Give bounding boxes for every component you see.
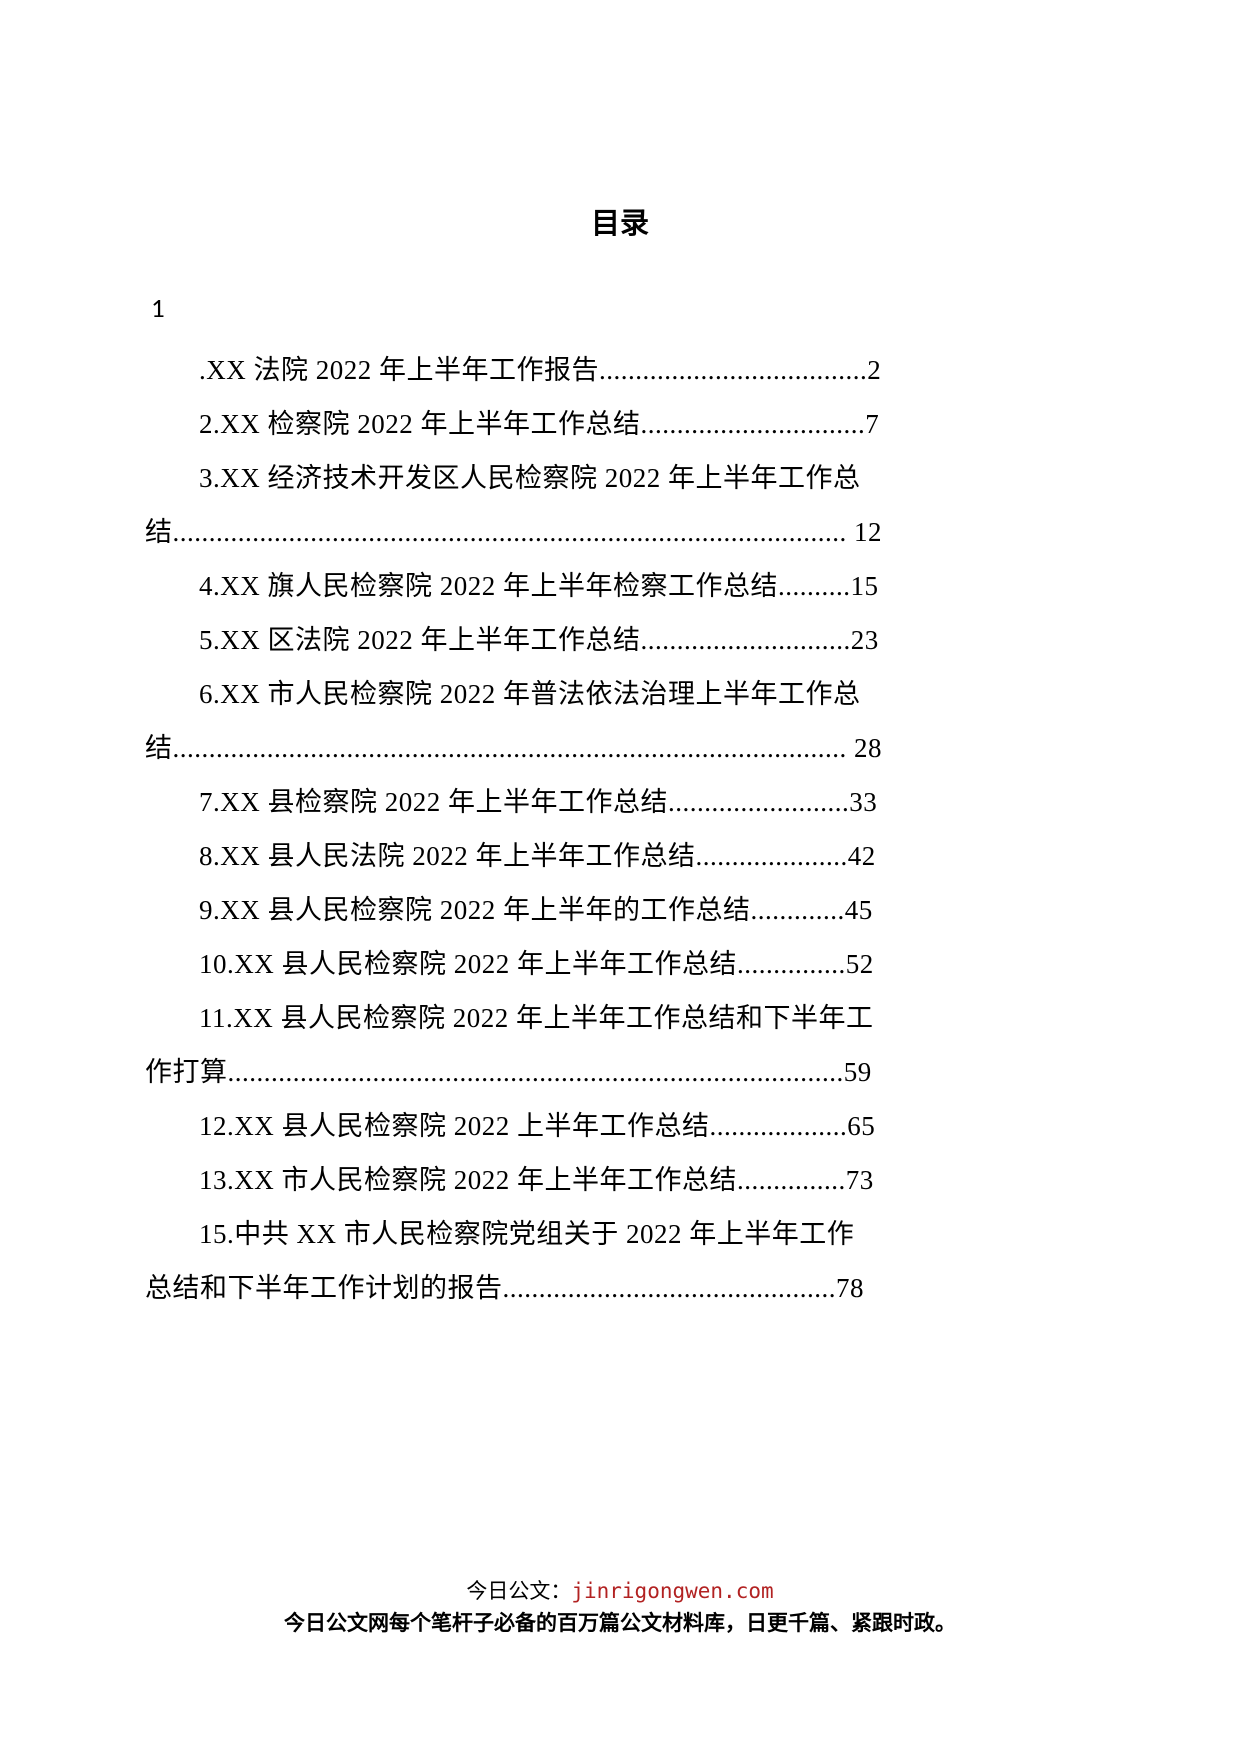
toc-entry-text: 12.XX 县人民检察院 2022 上半年工作总结...............… (199, 1111, 875, 1141)
toc-entry-text: 7.XX 县检察院 2022 年上半年工作总结.................… (199, 787, 877, 817)
toc-entry: 8.XX 县人民法院 2022 年上半年工作总结................… (145, 829, 1095, 883)
toc-entry-text: .XX 法院 2022 年上半年工作报告....................… (199, 355, 881, 385)
toc-entry-text: 总结和下半年工作计划的报告...........................… (145, 1273, 864, 1303)
toc-title: 目录 (145, 200, 1095, 242)
toc-entry-text: 9.XX 县人民检察院 2022 年上半年的工作总结.............4… (199, 895, 873, 925)
toc-entry: 结.......................................… (145, 721, 1095, 775)
toc-entry-text: 结.......................................… (145, 517, 882, 547)
toc-entry: 11.XX 县人民检察院 2022 年上半年工作总结和下半年工 (145, 991, 1095, 1045)
toc-entry: 13.XX 市人民检察院 2022 年上半年工作总结..............… (145, 1153, 1095, 1207)
footer-tagline: 今日公文网每个笔杆子必备的百万篇公文材料库，日更千篇、紧跟时政。 (0, 1608, 1240, 1640)
toc-entry: 总结和下半年工作计划的报告...........................… (145, 1261, 1095, 1315)
toc-entry-text: 13.XX 市人民检察院 2022 年上半年工作总结..............… (199, 1165, 874, 1195)
toc-entry: 5.XX 区法院 2022 年上半年工作总结..................… (145, 613, 1095, 667)
toc-entry-text: 15.中共 XX 市人民检察院党组关于 2022 年上半年工作 (199, 1219, 854, 1249)
toc-entry-text: 6.XX 市人民检察院 2022 年普法依法治理上半年工作总 (199, 679, 861, 709)
toc-list: .XX 法院 2022 年上半年工作报告....................… (145, 343, 1095, 1315)
toc-entry-text: 4.XX 旗人民检察院 2022 年上半年检察工作总结..........15 (199, 571, 879, 601)
toc-entry-text: 5.XX 区法院 2022 年上半年工作总结..................… (199, 625, 879, 655)
toc-entry: 6.XX 市人民检察院 2022 年普法依法治理上半年工作总 (145, 667, 1095, 721)
toc-entry: 15.中共 XX 市人民检察院党组关于 2022 年上半年工作 (145, 1207, 1095, 1261)
toc-entry: 4.XX 旗人民检察院 2022 年上半年检察工作总结..........15 (145, 559, 1095, 613)
toc-entry: 12.XX 县人民检察院 2022 上半年工作总结...............… (145, 1099, 1095, 1153)
toc-entry: 作打算.....................................… (145, 1045, 1095, 1099)
toc-entry-text: 结.......................................… (145, 733, 882, 763)
toc-entry-text: 11.XX 县人民检察院 2022 年上半年工作总结和下半年工 (199, 1003, 874, 1033)
toc-entry: 7.XX 县检察院 2022 年上半年工作总结.................… (145, 775, 1095, 829)
toc-first-number: 1 (151, 292, 1095, 325)
toc-entry-text: 8.XX 县人民法院 2022 年上半年工作总结................… (199, 841, 876, 871)
toc-entry: 结.......................................… (145, 505, 1095, 559)
toc-entry-text: 3.XX 经济技术开发区人民检察院 2022 年上半年工作总 (199, 463, 861, 493)
toc-entry: 10.XX 县人民检察院 2022 年上半年工作总结..............… (145, 937, 1095, 991)
footer-url: jinrigongwen.com (571, 1579, 773, 1603)
footer-label: 今日公文： (466, 1579, 571, 1603)
toc-entry: .XX 法院 2022 年上半年工作报告....................… (145, 343, 1095, 397)
toc-entry-text: 10.XX 县人民检察院 2022 年上半年工作总结..............… (199, 949, 874, 979)
toc-entry-text: 作打算.....................................… (145, 1057, 872, 1087)
page-footer: 今日公文：jinrigongwen.com 今日公文网每个笔杆子必备的百万篇公文… (0, 1576, 1240, 1639)
toc-entry: 3.XX 经济技术开发区人民检察院 2022 年上半年工作总 (145, 451, 1095, 505)
toc-entry: 2.XX 检察院 2022 年上半年工作总结..................… (145, 397, 1095, 451)
toc-entry-text: 2.XX 检察院 2022 年上半年工作总结..................… (199, 409, 879, 439)
toc-entry: 9.XX 县人民检察院 2022 年上半年的工作总结.............4… (145, 883, 1095, 937)
